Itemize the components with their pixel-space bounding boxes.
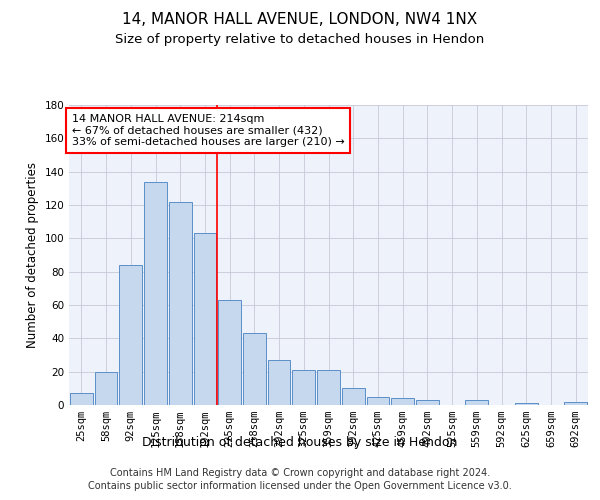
Bar bbox=[416, 400, 439, 405]
Bar bbox=[391, 398, 414, 405]
Bar bbox=[119, 265, 142, 405]
Bar bbox=[466, 400, 488, 405]
Text: Size of property relative to detached houses in Hendon: Size of property relative to detached ho… bbox=[115, 32, 485, 46]
Bar bbox=[515, 404, 538, 405]
Bar bbox=[268, 360, 290, 405]
Bar bbox=[317, 370, 340, 405]
Bar bbox=[564, 402, 587, 405]
Text: Contains public sector information licensed under the Open Government Licence v3: Contains public sector information licen… bbox=[88, 481, 512, 491]
Bar bbox=[292, 370, 315, 405]
Bar bbox=[194, 234, 216, 405]
Text: 14, MANOR HALL AVENUE, LONDON, NW4 1NX: 14, MANOR HALL AVENUE, LONDON, NW4 1NX bbox=[122, 12, 478, 28]
Bar bbox=[367, 396, 389, 405]
Bar bbox=[95, 372, 118, 405]
Bar bbox=[144, 182, 167, 405]
Text: Contains HM Land Registry data © Crown copyright and database right 2024.: Contains HM Land Registry data © Crown c… bbox=[110, 468, 490, 477]
Text: 14 MANOR HALL AVENUE: 214sqm
← 67% of detached houses are smaller (432)
33% of s: 14 MANOR HALL AVENUE: 214sqm ← 67% of de… bbox=[71, 114, 344, 147]
Bar bbox=[70, 394, 93, 405]
Bar bbox=[243, 334, 266, 405]
Bar bbox=[169, 202, 191, 405]
Bar bbox=[218, 300, 241, 405]
Y-axis label: Number of detached properties: Number of detached properties bbox=[26, 162, 39, 348]
Bar bbox=[342, 388, 365, 405]
Text: Distribution of detached houses by size in Hendon: Distribution of detached houses by size … bbox=[142, 436, 458, 449]
